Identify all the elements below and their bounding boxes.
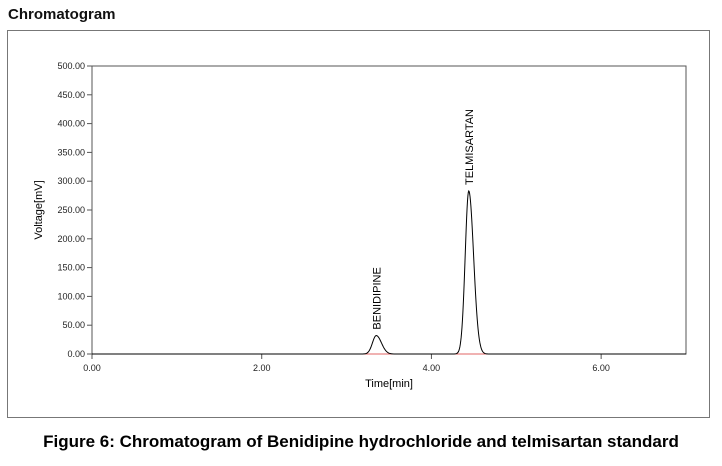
x-tick-label: 4.00 bbox=[423, 363, 441, 373]
peak-labels: BENIDIPINE TELMISARTAN bbox=[371, 109, 475, 330]
x-tick-label: 0.00 bbox=[83, 363, 101, 373]
x-axis-label: Time[min] bbox=[365, 378, 413, 390]
y-tick-label: 200.00 bbox=[57, 234, 85, 244]
y-tick-label: 400.00 bbox=[57, 119, 85, 129]
chromatogram-signal-line bbox=[92, 189, 686, 355]
y-axis-ticks: 0.00 50.00 100.00 150.00 200.00 250.00 300.00 3… bbox=[57, 61, 92, 359]
y-tick-label: 500.00 bbox=[57, 61, 85, 71]
y-tick-label: 450.00 bbox=[57, 90, 85, 100]
peak-label: BENIDIPINE bbox=[371, 267, 383, 329]
plot-area bbox=[91, 65, 687, 355]
x-tick-label: 6.00 bbox=[592, 363, 610, 373]
y-tick-label: 300.00 bbox=[57, 176, 85, 186]
y-tick-label: 50.00 bbox=[62, 320, 85, 330]
y-tick-label: 250.00 bbox=[57, 205, 85, 215]
peak-label: TELMISARTAN bbox=[464, 109, 476, 185]
page-title: Chromatogram bbox=[8, 6, 116, 23]
chromatogram-chart: 0.00 50.00 100.00 150.00 200.00 250.00 300.00 3… bbox=[33, 61, 687, 390]
y-tick-label: 350.00 bbox=[57, 147, 85, 157]
y-tick-label: 0.00 bbox=[67, 349, 85, 359]
figure-caption: Figure 6: Chromatogram of Benidipine hyd… bbox=[43, 432, 679, 451]
y-tick-label: 150.00 bbox=[57, 263, 85, 273]
y-axis-label: Voltage[mV] bbox=[33, 180, 45, 239]
chart-frame: 0.00 50.00 100.00 150.00 200.00 250.00 300.00 3… bbox=[7, 30, 710, 418]
x-tick-label: 2.00 bbox=[253, 363, 271, 373]
x-axis-ticks: 0.00 2.00 4.00 6.00 bbox=[83, 354, 610, 373]
y-tick-label: 100.00 bbox=[57, 291, 85, 301]
